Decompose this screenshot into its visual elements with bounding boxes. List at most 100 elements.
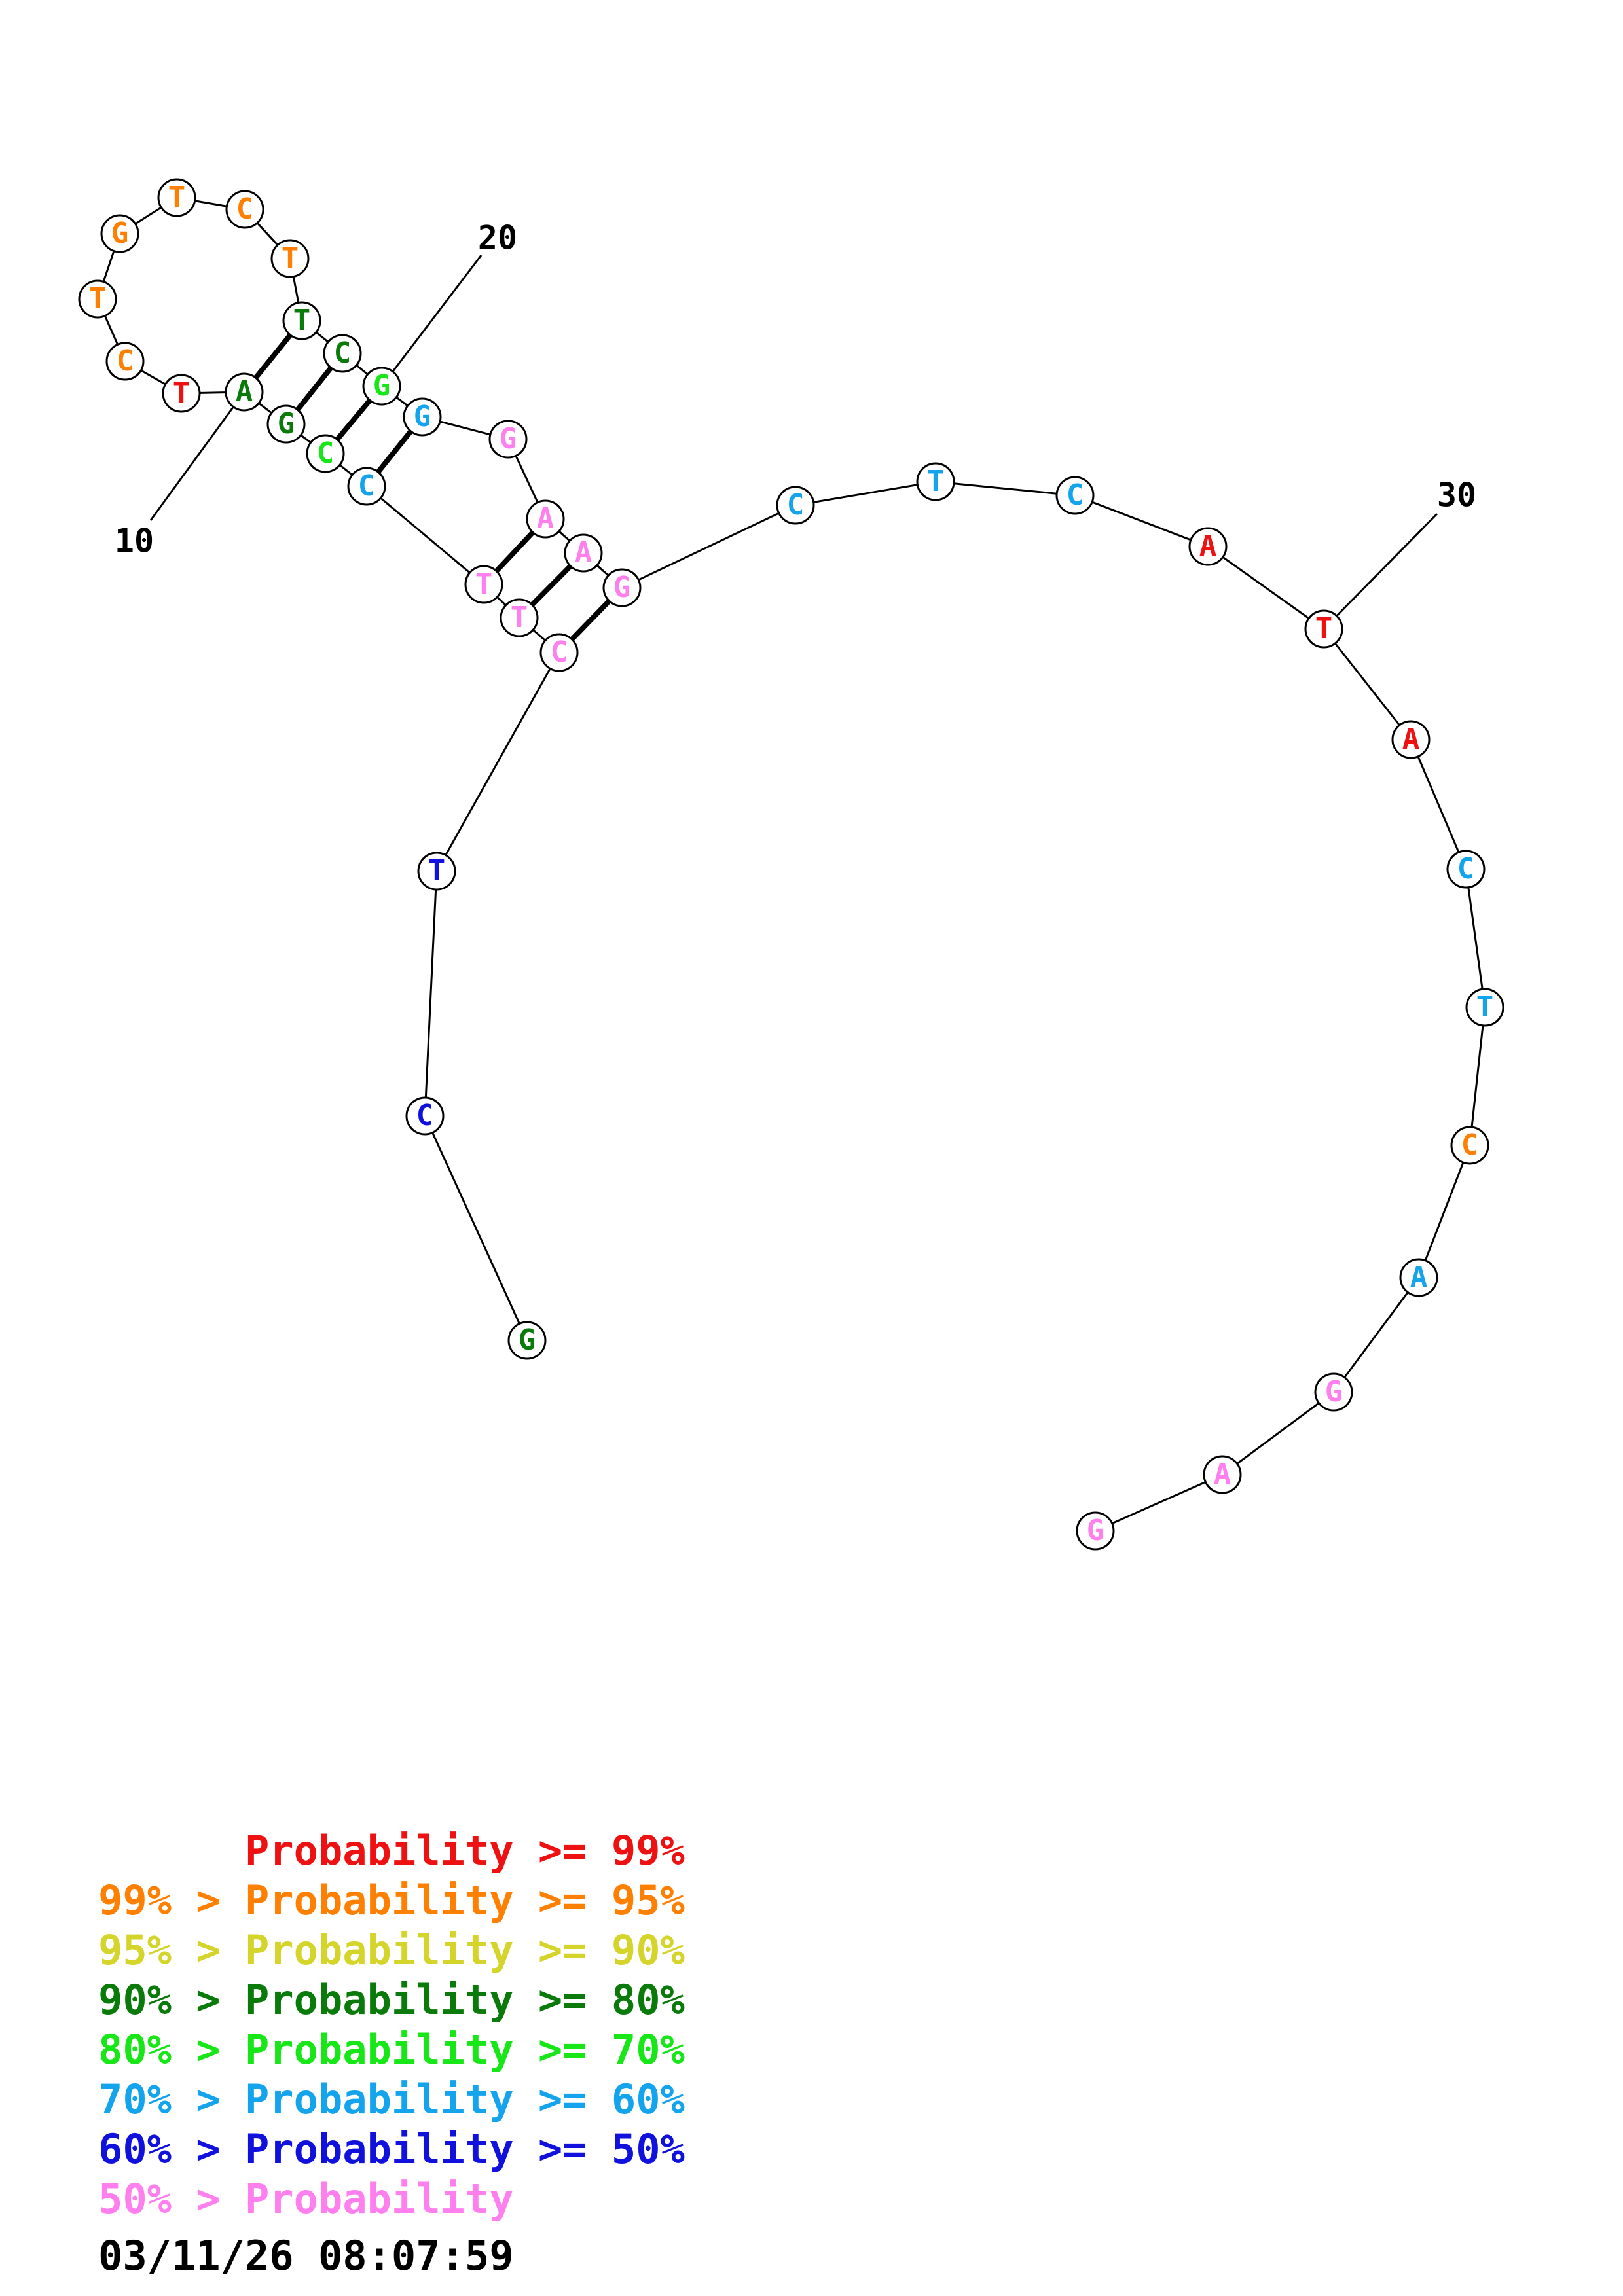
backbone-segment <box>621 504 796 589</box>
nucleotide: G <box>488 420 528 459</box>
nucleotide-letter: C <box>1457 852 1475 886</box>
legend-label: Probability >= 60% <box>244 2075 685 2123</box>
backbone-segment <box>935 480 1076 497</box>
nucleotide: T <box>916 462 955 501</box>
nucleotide-letter: G <box>519 1323 536 1357</box>
nucleotide: A <box>1399 1258 1438 1297</box>
nucleotide-circle <box>916 462 955 501</box>
base-pair-bond <box>253 333 293 380</box>
nucleotide: G <box>1314 1372 1353 1412</box>
nucleotide: C <box>1450 1126 1489 1165</box>
nucleotide-circle <box>225 372 264 412</box>
nucleotide-letter: A <box>1410 1261 1428 1294</box>
nucleotide: C <box>306 434 345 473</box>
nucleotide-circle <box>1446 850 1486 889</box>
nucleotide-circle <box>1055 476 1095 515</box>
legend-prefix: 80% > <box>98 2026 245 2073</box>
backbone-segment <box>1322 628 1412 740</box>
nucleotide: T <box>78 279 117 319</box>
nucleotide-letter: G <box>1087 1514 1104 1547</box>
nucleotide: T <box>500 598 539 637</box>
backbone-segment <box>424 1115 528 1341</box>
nucleotide: T <box>270 239 310 278</box>
nucleotide-circle <box>1314 1372 1353 1412</box>
legend-row: 50% > Probability <box>98 2174 685 2224</box>
nucleotide: T <box>162 374 201 413</box>
position-tick-line <box>1322 512 1438 630</box>
nucleotide-letter: A <box>575 536 593 569</box>
legend-row: 90% > Probability >= 80% <box>98 1975 685 2025</box>
position-ticks: 10 20 30 <box>115 219 1476 630</box>
nucleotide-circle <box>362 367 401 406</box>
backbone-segment <box>1222 1391 1334 1476</box>
backbone-segment <box>1465 869 1486 1008</box>
nucleotide: A <box>1203 1455 1242 1494</box>
backbone-segment <box>366 485 484 586</box>
nucleotide-letter: G <box>1325 1375 1343 1408</box>
nucleotide-circle <box>225 190 264 229</box>
nucleotide-circle <box>564 533 603 573</box>
legend-row: 99% > Probability >= 95% <box>98 1876 685 1926</box>
nucleotide: G <box>602 568 642 607</box>
nucleotide: A <box>1391 720 1431 759</box>
nucleotide: G <box>507 1321 547 1360</box>
backbone-segment <box>435 652 560 872</box>
backbone-segment <box>1332 1277 1420 1393</box>
legend-prefix: 60% > <box>98 2125 245 2173</box>
nucleotide: A <box>225 372 264 412</box>
nucleotide-letter: C <box>787 488 805 522</box>
nucleotide-circle <box>1399 1258 1438 1297</box>
nucleotide-letter: C <box>117 344 134 378</box>
nucleotide-circle <box>78 279 117 319</box>
nucleotide: C <box>539 633 579 672</box>
nucleotide-circle <box>417 852 456 891</box>
legend-row: Probability >= 99% <box>98 1826 685 1876</box>
legend-label: Probability >= 70% <box>244 2026 685 2073</box>
nucleotide-circle <box>1450 1126 1489 1165</box>
nucleotide-letter: A <box>1214 1458 1231 1491</box>
legend-prefix: 50% > <box>98 2175 245 2223</box>
legend-prefix: 99% > <box>98 1876 245 1924</box>
nucleotide-letter: T <box>428 854 446 888</box>
nucleotide-circle <box>776 486 815 525</box>
backbone-segment <box>1095 1473 1223 1532</box>
nucleotide: T <box>1465 988 1504 1027</box>
nucleotide-circle <box>162 374 201 413</box>
nucleotide: G <box>362 367 401 406</box>
nucleotide-circle <box>507 1321 547 1360</box>
nucleotide: A <box>1188 527 1228 566</box>
nucleotide-circle <box>1188 527 1228 566</box>
nucleotide: G <box>266 404 306 444</box>
legend-label: Probability >= 80% <box>244 1976 685 2024</box>
nucleotide: C <box>1055 476 1095 515</box>
nucleotide-letter: C <box>1461 1128 1479 1162</box>
nucleotide-letter: T <box>173 376 191 410</box>
nucleotide-letter: C <box>317 437 335 470</box>
position-label: 10 <box>115 522 154 560</box>
position-tick-line <box>149 391 246 521</box>
legend-prefix: 90% > <box>98 1976 245 2024</box>
nucleotide-circle <box>500 598 539 637</box>
nucleotide-letter: C <box>334 336 352 370</box>
legend-label: Probability <box>244 2175 514 2223</box>
nucleotide-circle <box>270 239 310 278</box>
nucleotide-circle <box>1465 988 1504 1027</box>
nucleotide-letter: T <box>89 282 107 315</box>
nucleotide-circle <box>347 467 386 506</box>
backbone-segment <box>1417 1145 1471 1278</box>
legend-row: 60% > Probability >= 50% <box>98 2125 685 2174</box>
nucleotide-letter: T <box>293 304 311 337</box>
nucleotide-letter: C <box>1067 478 1084 512</box>
nucleotide-circle <box>488 420 528 459</box>
nucleotide: G <box>403 397 442 437</box>
backbone-segment <box>424 870 438 1117</box>
nucleotide: T <box>417 852 456 891</box>
nucleotide-circle <box>282 301 321 340</box>
nucleotide: T <box>1304 609 1343 649</box>
nucleotide-circle <box>306 434 345 473</box>
nucleotide: C <box>776 486 815 525</box>
legend-prefix: 95% > <box>98 1926 245 1974</box>
backbone-segment <box>795 480 936 507</box>
nucleotide: A <box>526 499 565 539</box>
